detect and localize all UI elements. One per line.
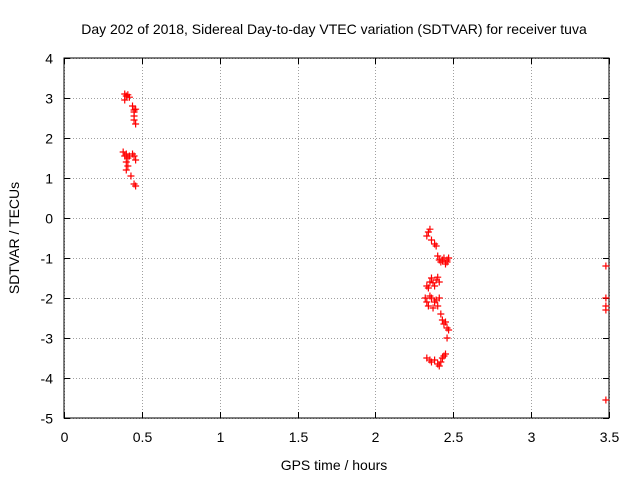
- data-point: [423, 298, 431, 306]
- plot-frame: [63, 57, 610, 419]
- data-point: [426, 278, 434, 286]
- data-point: [442, 350, 449, 358]
- data-point: [437, 358, 445, 366]
- data-point: [122, 158, 130, 166]
- data-point: [429, 304, 437, 312]
- y-tick-label: 0: [45, 211, 53, 227]
- data-point: [443, 334, 451, 342]
- x-tick-labels: 0 0.5 1 1.5 2 2.5 3 3.5: [61, 429, 620, 445]
- data-point: [125, 93, 133, 101]
- x-axis-title: GPS time / hours: [281, 457, 388, 473]
- data-point: [424, 284, 432, 292]
- data-point: [426, 225, 434, 233]
- data-point: [437, 310, 445, 318]
- data-point: [434, 273, 442, 281]
- data-point: [121, 96, 129, 104]
- data-point: [434, 252, 442, 260]
- data-point: [127, 172, 135, 180]
- data-point: [132, 182, 140, 190]
- data-point: [424, 302, 432, 310]
- data-point: [435, 362, 443, 370]
- data-point: [443, 258, 451, 266]
- y-tick-label: 2: [45, 131, 53, 147]
- data-point: [427, 236, 435, 244]
- data-point: [442, 318, 449, 326]
- data-point: [431, 356, 439, 364]
- data-point: [132, 156, 140, 164]
- data-point: [435, 294, 443, 302]
- y-tick-label: 3: [45, 91, 53, 107]
- data-point: [602, 306, 610, 314]
- y-tick-label: -2: [41, 291, 54, 307]
- y-tick-label: -4: [41, 371, 54, 387]
- y-tick-label: -3: [41, 331, 54, 347]
- data-point: [129, 102, 137, 110]
- data-point: [435, 278, 443, 286]
- data-point: [132, 105, 140, 113]
- data-point: [132, 120, 140, 128]
- data-point: [427, 294, 435, 302]
- data-point: [122, 92, 130, 100]
- x-tick-label: 0: [61, 429, 69, 445]
- data-point: [124, 162, 132, 170]
- data-point: [445, 254, 453, 262]
- x-tick-label: 3.5: [600, 429, 620, 445]
- y-tick-label: -5: [41, 411, 54, 427]
- y-axis-title: SDTVAR / TECUs: [6, 182, 22, 294]
- data-point: [421, 294, 429, 302]
- data-point: [445, 326, 453, 334]
- data-point: [602, 262, 610, 270]
- data-point: [130, 152, 138, 160]
- y-tick-label: 1: [45, 171, 53, 187]
- x-tick-label: 1: [217, 429, 225, 445]
- data-point: [431, 282, 439, 290]
- data-points: [119, 90, 610, 404]
- x-tick-label: 1.5: [289, 429, 309, 445]
- x-tick-label: 0.5: [133, 429, 153, 445]
- data-point: [122, 166, 130, 174]
- data-point: [602, 294, 610, 302]
- data-point: [432, 242, 440, 250]
- y-tick-labels: -5 -4 -3 -2 -1 0 1 2 3 4: [41, 51, 54, 427]
- data-point: [427, 274, 435, 282]
- data-point: [434, 302, 442, 310]
- chart-title: Day 202 of 2018, Sidereal Day-to-day VTE…: [81, 21, 587, 37]
- data-point: [602, 396, 610, 404]
- data-point: [130, 116, 138, 124]
- x-tick-label: 3: [528, 429, 536, 445]
- data-point: [423, 232, 431, 240]
- y-tick-label: 4: [45, 51, 53, 67]
- y-tick-label: -1: [41, 251, 54, 267]
- x-tick-label: 2: [372, 429, 380, 445]
- x-tick-label: 2.5: [444, 429, 464, 445]
